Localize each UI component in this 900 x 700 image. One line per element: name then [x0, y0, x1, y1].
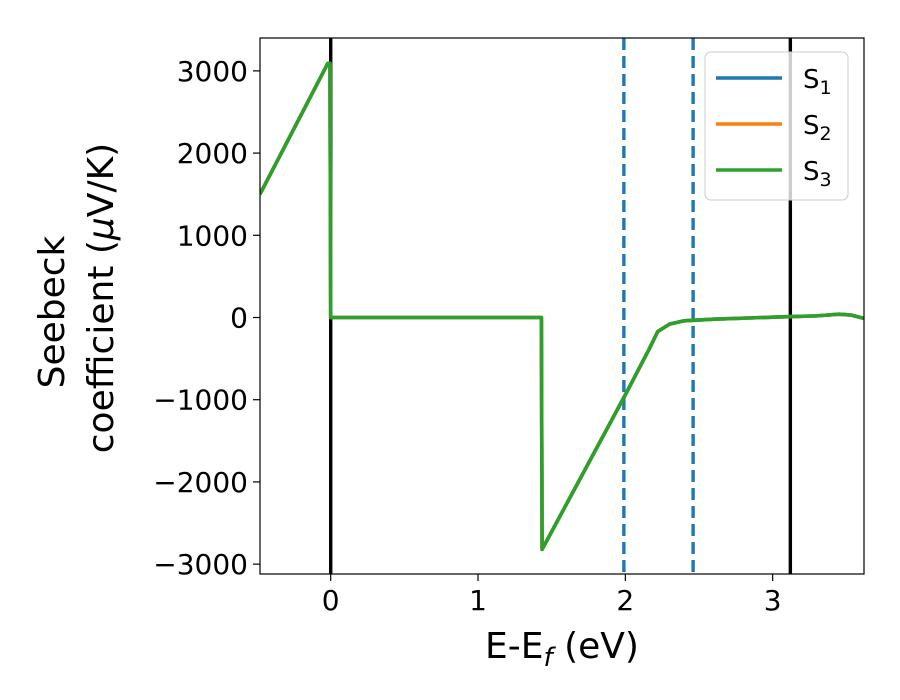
series-lines: [260, 61, 864, 552]
x-tick-label-1: 1: [469, 584, 487, 617]
x-tick-label-3: 3: [764, 584, 782, 617]
x-axis-label: E-Ef (eV): [485, 626, 639, 673]
y-tick-label-0: 0: [230, 302, 248, 335]
y-axis-label-line2: coefficient (μV/K): [81, 143, 122, 453]
y-axis-ticks: 3000 2000 1000 0 −1000 −2000 −3000: [153, 55, 260, 581]
y-tick-label-3000: 3000: [177, 55, 248, 88]
legend-label-S3: S3: [803, 157, 832, 191]
x-axis-ticks: 0 1 2 3: [322, 574, 782, 617]
series-line-S3: [260, 61, 864, 552]
x-tick-label-2: 2: [616, 584, 634, 617]
y-tick-label--1000: −1000: [153, 384, 248, 417]
legend-box: [704, 51, 849, 201]
x-tick-label-0: 0: [322, 584, 340, 617]
y-tick-label-1000: 1000: [177, 219, 248, 252]
y-tick-label-2000: 2000: [177, 137, 248, 170]
legend: S1 S2 S3: [704, 51, 849, 201]
legend-label-S1: S1: [803, 65, 832, 99]
y-tick-label--3000: −3000: [153, 548, 248, 581]
y-axis-label-line1: Seebeck: [32, 235, 73, 388]
legend-label-S2: S2: [803, 111, 832, 145]
y-tick-label--2000: −2000: [153, 466, 248, 499]
plot-frame: [259, 37, 865, 575]
